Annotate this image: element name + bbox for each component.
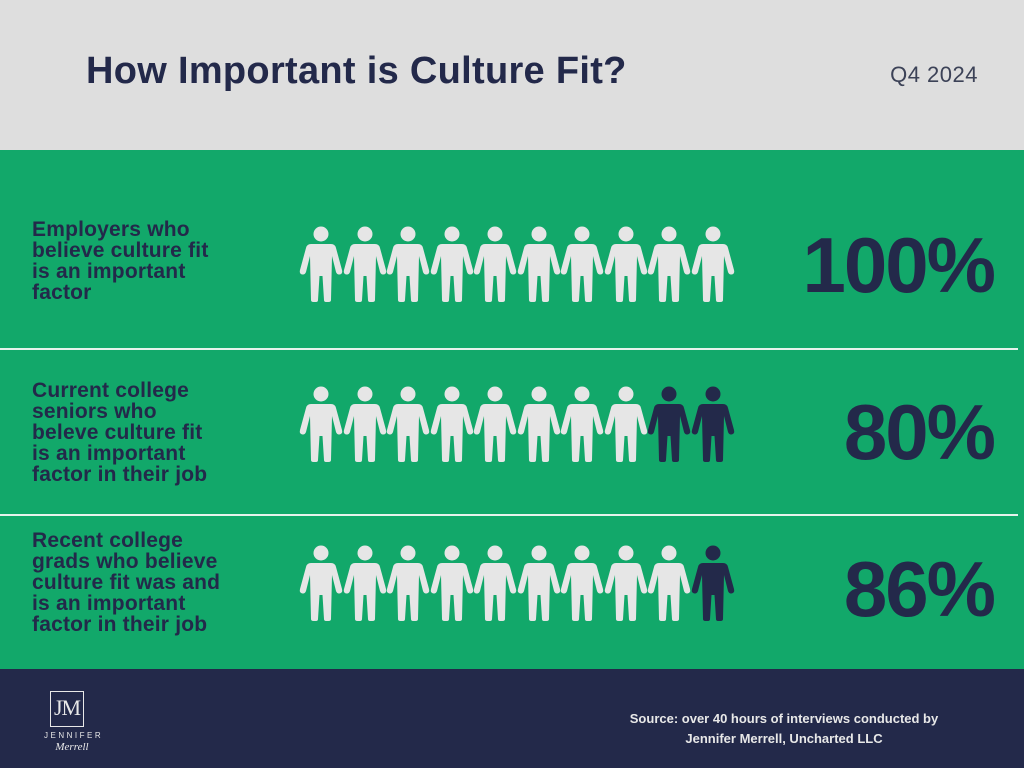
percentage-value: 80% (843, 388, 996, 476)
person-icon (517, 226, 561, 302)
row-label-line: is an important (32, 442, 186, 465)
row-label-employers: Employers who believe culture fit is an … (32, 219, 287, 303)
person-icon-row-1 (299, 386, 739, 462)
person-icon (430, 386, 474, 462)
person-icon-row-0 (299, 226, 739, 302)
row-label-line: Employers who (32, 218, 190, 241)
person-icon (691, 226, 735, 302)
percentage-value: 86% (843, 545, 996, 633)
source-line: Jennifer Merrell, Uncharted LLC (685, 731, 883, 746)
person-icon (343, 386, 387, 462)
person-icon (604, 226, 648, 302)
person-icon (343, 226, 387, 302)
row-label-line: beleve culture fit (32, 421, 203, 444)
person-icon (386, 386, 430, 462)
footer: JM JENNIFER Merrell Source: over 40 hour… (0, 669, 1024, 768)
person-icon (343, 545, 387, 621)
person-icon-row-2 (299, 545, 739, 621)
person-icon-highlight (691, 545, 735, 621)
source-note: Source: over 40 hours of interviews cond… (584, 709, 984, 749)
person-icon-highlight (691, 386, 735, 462)
percentage-value: 100% (802, 221, 997, 309)
brand-logo: JM JENNIFER Merrell (44, 691, 104, 761)
row-label-line: grads who believe (32, 550, 218, 573)
chart-panel: Employers who believe culture fit is an … (0, 150, 1024, 669)
row-label-line: Recent college (32, 529, 184, 552)
row-label-grads: Recent college grads who believe culture… (32, 530, 287, 635)
person-icon (560, 386, 604, 462)
row-label-line: factor in their job (32, 463, 208, 486)
person-icon-highlight (647, 386, 691, 462)
person-icon (647, 545, 691, 621)
row-label-line: is an important (32, 592, 186, 615)
person-icon (560, 226, 604, 302)
person-icon (604, 386, 648, 462)
person-icon (473, 545, 517, 621)
person-icon (473, 386, 517, 462)
person-icon (473, 226, 517, 302)
person-icon (386, 545, 430, 621)
person-icon (430, 226, 474, 302)
row-label-line: Current college (32, 379, 190, 402)
logo-last-name: Merrell (55, 741, 89, 753)
row-label-line: seniors who (32, 400, 157, 423)
person-icon (299, 386, 343, 462)
row-label-seniors: Current college seniors who beleve cultu… (32, 380, 287, 485)
person-icon (299, 226, 343, 302)
person-icon (604, 545, 648, 621)
row-label-line: is an important (32, 260, 186, 283)
logo-frame (50, 691, 84, 727)
person-icon (647, 226, 691, 302)
page-title: How Important is Culture Fit? (86, 50, 627, 92)
row-label-line: culture fit was and (32, 571, 221, 594)
logo-first-name: JENNIFER (44, 731, 104, 740)
source-line: Source: over 40 hours of interviews cond… (629, 711, 939, 726)
row-label-line: believe culture fit (32, 239, 209, 262)
person-icon (517, 386, 561, 462)
row-label-line: factor in their job (32, 613, 208, 636)
period-label: Q4 2024 (890, 62, 978, 87)
header: How Important is Culture Fit? Q4 2024 (0, 0, 1024, 150)
person-icon (560, 545, 604, 621)
row-divider (0, 514, 1018, 516)
logo-monogram: JM (53, 695, 81, 720)
person-icon (517, 545, 561, 621)
person-icon (299, 545, 343, 621)
person-icon (386, 226, 430, 302)
person-icon (430, 545, 474, 621)
row-label-line: factor (32, 281, 92, 304)
row-divider (0, 348, 1018, 350)
